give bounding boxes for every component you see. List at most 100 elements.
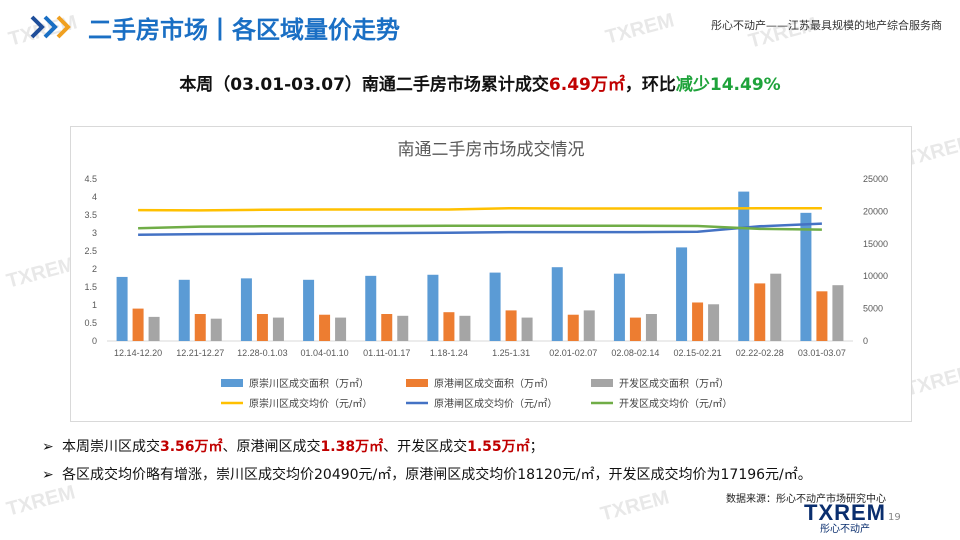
page-title: 二手房市场丨各区域量价走势 xyxy=(88,16,400,44)
right-axis-tick-label: 25000 xyxy=(863,174,888,184)
bar-mark xyxy=(365,275,377,341)
left-axis-tick-label: 2 xyxy=(92,264,97,274)
bar-mark xyxy=(116,276,128,341)
bar-mark xyxy=(505,310,517,341)
x-axis-tick-label: 1.25-1.31 xyxy=(492,348,530,358)
arrow-bullet-icon: ➢ xyxy=(42,439,54,455)
bullet-text: 本周崇川区成交 xyxy=(62,439,160,455)
line-series xyxy=(138,222,822,236)
bar-mark xyxy=(816,291,828,341)
bullet-text: ； xyxy=(529,439,544,455)
watermark: TXREM xyxy=(4,253,78,293)
right-axis-tick-label: 0 xyxy=(863,336,868,346)
legend-swatch xyxy=(591,379,613,387)
x-axis-tick-label: 02.15-02.21 xyxy=(674,348,722,358)
logo-subtext: 彤心不动产 xyxy=(820,524,870,535)
bar-mark xyxy=(567,314,579,341)
bullet-item: ➢ 各区成交均价略有增涨，崇川区成交均价20490元/㎡，原港闸区成交均价1812… xyxy=(42,464,812,492)
bar-mark xyxy=(303,279,315,341)
x-axis-tick-label: 01.04-01.10 xyxy=(301,348,349,358)
left-axis-tick-label: 3 xyxy=(92,228,97,238)
bar-mark xyxy=(240,278,252,341)
bar-mark xyxy=(708,304,720,341)
bar-mark xyxy=(832,285,844,341)
chart-title: 南通二手房市场成交情况 xyxy=(398,140,585,160)
x-axis-tick-label: 12.21-12.27 xyxy=(176,348,224,358)
legend-swatch xyxy=(406,379,428,387)
bar-mark xyxy=(256,314,268,341)
bar-mark xyxy=(272,317,284,341)
bullet-list: ➢ 本周崇川区成交3.56万㎡、原港闸区成交1.38万㎡、开发区成交1.55万㎡；… xyxy=(42,436,812,492)
left-axis-tick-label: 3.5 xyxy=(84,210,97,220)
bar-mark xyxy=(676,247,688,341)
page-header: 二手房市场丨各区域量价走势 彤心不动产——江苏最具规模的地产综合服务商 xyxy=(0,0,960,52)
x-axis-tick-label: 02.22-02.28 xyxy=(736,348,784,358)
bar-mark xyxy=(319,314,331,341)
bar-mark xyxy=(178,279,190,341)
summary-text: ，环比 xyxy=(624,75,676,95)
chart-container: 南通二手房市场成交情况 0 0.5 1 1.5 2 2.5 3 3.5 4 4.5 0 5000 1000… xyxy=(70,126,912,422)
company-tagline: 彤心不动产——江苏最具规模的地产综合服务商 xyxy=(711,19,942,32)
bar-mark xyxy=(132,308,144,341)
bar-mark xyxy=(645,314,657,341)
bar-mark xyxy=(551,267,563,341)
x-axis-tick-label: 02.01-02.07 xyxy=(549,348,597,358)
bar-mark xyxy=(397,315,409,341)
x-axis-tick-label: 12.14-12.20 xyxy=(114,348,162,358)
bullet-value: 3.56万㎡ xyxy=(160,439,223,455)
bar-mark xyxy=(427,274,439,341)
bullet-text: 各区成交均价略有增涨，崇川区成交均价20490元/㎡，原港闸区成交均价18120… xyxy=(62,467,812,483)
right-axis-tick-label: 5000 xyxy=(863,304,883,314)
summary-text: 本周（03.01-03.07）南通二手房市场累计成交 xyxy=(179,75,549,95)
bullet-text: 、原港闸区成交 xyxy=(222,439,321,455)
bar-mark xyxy=(692,302,704,341)
legend-label: 原崇川区成交面积（万㎡） xyxy=(249,377,369,390)
bar-mark xyxy=(194,314,206,341)
left-axis-tick-label: 0 xyxy=(92,336,97,346)
bar-mark xyxy=(489,272,501,341)
right-axis-tick-label: 15000 xyxy=(863,239,888,249)
logo-text: TXREM xyxy=(804,500,886,525)
bar-mark xyxy=(459,315,471,341)
bullet-item: ➢ 本周崇川区成交3.56万㎡、原港闸区成交1.38万㎡、开发区成交1.55万㎡； xyxy=(42,436,812,464)
bar-mark xyxy=(335,317,347,341)
bar-mark xyxy=(148,316,160,341)
weekly-summary: 本周（03.01-03.07）南通二手房市场累计成交6.49万㎡，环比减少14.… xyxy=(0,70,960,95)
legend-label: 原港闸区成交面积（万㎡） xyxy=(434,377,554,390)
left-axis-tick-label: 0.5 xyxy=(84,318,97,328)
right-axis-tick-label: 20000 xyxy=(863,206,888,216)
watermark: TXREM xyxy=(598,486,672,526)
x-axis-tick-label: 01.11-01.17 xyxy=(363,348,410,358)
arrow-bullet-icon: ➢ xyxy=(42,467,54,483)
bar-mark xyxy=(800,212,812,341)
summary-change: 减少14.49% xyxy=(675,75,781,95)
x-axis-tick-label: 12.28-0.1.03 xyxy=(237,348,288,358)
company-logo: TXREM 彤心不动产 xyxy=(804,502,886,536)
bar-mark xyxy=(381,314,393,341)
legend-label: 原港闸区成交均价（元/㎡） xyxy=(434,397,557,410)
x-axis-tick-label: 02.08-02.14 xyxy=(611,348,659,358)
left-axis-tick-label: 4.5 xyxy=(84,174,97,184)
legend-label: 开发区成交面积（万㎡） xyxy=(619,377,729,390)
bullet-value: 1.55万㎡ xyxy=(467,439,530,455)
combo-chart: 南通二手房市场成交情况 0 0.5 1 1.5 2 2.5 3 3.5 4 4.5 0 5000 1000… xyxy=(84,140,888,410)
x-axis-tick-label: 03.01-03.07 xyxy=(798,348,846,358)
bar-mark xyxy=(613,273,625,341)
legend-label: 开发区成交均价（元/㎡） xyxy=(619,397,732,410)
left-axis-tick-label: 1.5 xyxy=(84,282,97,292)
left-axis-tick-label: 1 xyxy=(92,300,97,310)
bar-mark xyxy=(443,312,455,341)
bar-mark xyxy=(770,273,782,341)
bar-mark xyxy=(738,191,750,341)
summary-value: 6.49万㎡ xyxy=(548,75,625,95)
line-series xyxy=(138,206,822,212)
bar-mark xyxy=(210,318,222,341)
left-axis-tick-label: 4 xyxy=(92,192,97,202)
bar-mark xyxy=(521,317,533,341)
page-number: 19 xyxy=(888,512,901,523)
bar-mark xyxy=(754,283,766,341)
data-source: 数据来源：彤心不动产市场研究中心 xyxy=(726,494,886,505)
chevron-right-icon xyxy=(30,15,71,39)
bullet-text: 、开发区成交 xyxy=(383,439,468,455)
bar-mark xyxy=(583,310,595,341)
